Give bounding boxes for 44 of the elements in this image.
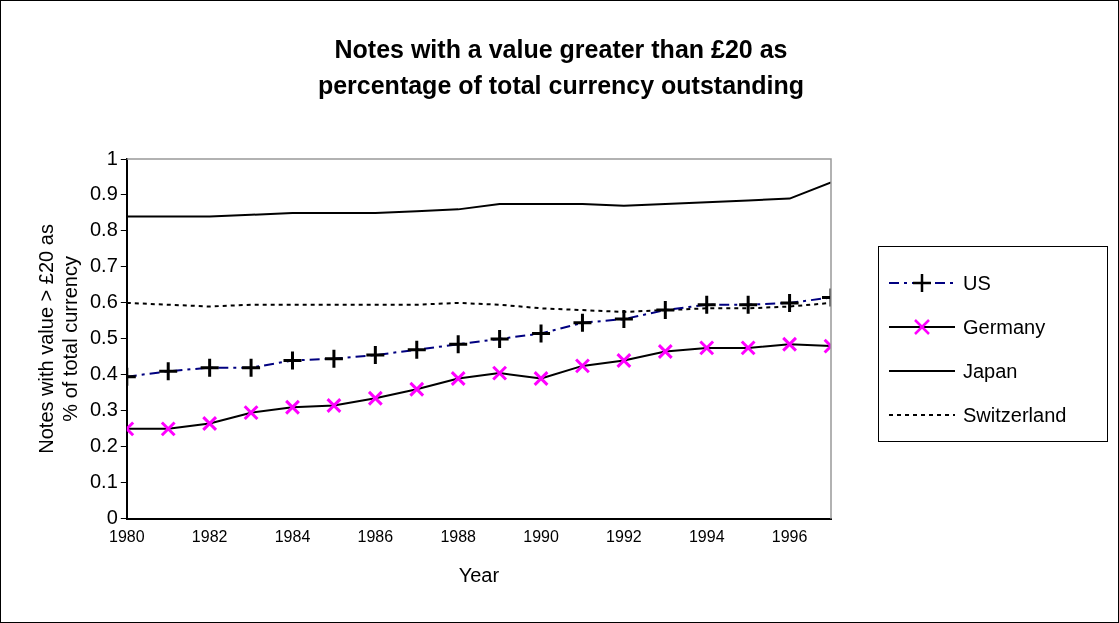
x-tick-label: 1982 — [191, 527, 228, 545]
point — [160, 420, 177, 437]
y-tick-label: 0.6 — [89, 290, 118, 313]
x-tick-label: 1990 — [523, 527, 559, 545]
point — [450, 370, 467, 387]
chart-title: Notes with a value greater than £20 as percentage of total currency outstanding — [316, 34, 806, 101]
y-tick-label: 0.4 — [89, 362, 118, 385]
x-tick-label: 1980 — [109, 527, 145, 545]
x-tick-label: 1996 — [771, 527, 808, 545]
y-tick-label: 0.2 — [89, 434, 118, 457]
x-tick-label: 1984 — [274, 527, 311, 545]
point — [740, 340, 757, 356]
y-tick-label: 0.1 — [89, 470, 118, 493]
point — [201, 415, 218, 432]
y-tick-label: 1 — [106, 146, 118, 169]
y-tick-label: 0.5 — [89, 326, 118, 349]
point — [781, 336, 798, 353]
point — [616, 352, 632, 369]
point — [408, 381, 425, 398]
point — [326, 397, 342, 414]
legend-label: Germany — [963, 315, 1046, 339]
y-tick-label: 0.7 — [89, 254, 118, 277]
x-tick-label: 1992 — [606, 527, 642, 545]
point — [657, 343, 674, 360]
y-tick-label: 0.3 — [89, 398, 118, 421]
legend-label: Switzerland — [963, 403, 1067, 427]
x-tick-label: 1994 — [688, 527, 725, 545]
point — [491, 365, 508, 381]
y-tick-label: 0.8 — [89, 218, 118, 241]
legend-label: US — [963, 271, 991, 295]
point — [698, 340, 715, 356]
legend-label: Japan — [963, 359, 1018, 383]
point — [367, 390, 384, 407]
point — [243, 404, 259, 421]
x-tick-label: 1986 — [357, 527, 394, 545]
point — [284, 399, 301, 416]
y-tick-label: 0.9 — [89, 182, 118, 205]
y-axis-title: Notes with value > £20 as % of total currency — [34, 224, 81, 454]
point — [654, 299, 676, 321]
point — [574, 358, 591, 374]
y-tick-label: 0 — [106, 506, 118, 529]
x-axis-title: Year — [458, 563, 500, 586]
point — [533, 370, 549, 387]
x-tick-label: 1988 — [440, 527, 477, 545]
